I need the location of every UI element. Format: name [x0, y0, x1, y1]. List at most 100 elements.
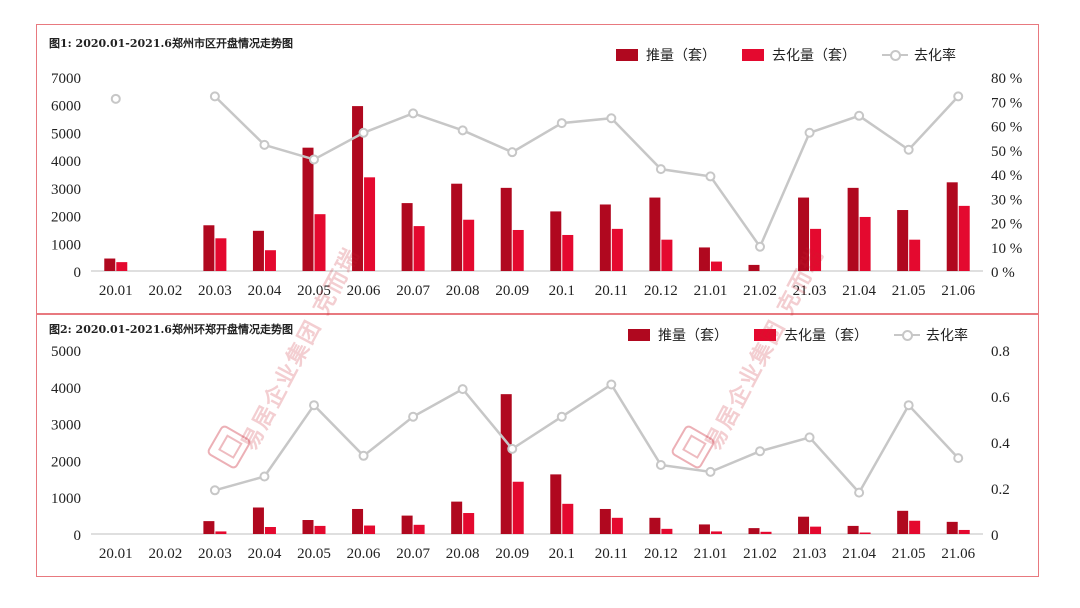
bar-supply — [946, 182, 958, 271]
x-tick-label: 20.1 — [549, 283, 575, 299]
rate-point — [755, 446, 765, 457]
x-tick-label: 20.09 — [495, 283, 529, 299]
rate-point — [755, 241, 765, 252]
x-tick-label: 20.11 — [595, 283, 628, 299]
bar-supply — [748, 528, 760, 534]
y-left-tick-label: 2000 — [51, 210, 81, 226]
x-tick-label: 21.06 — [941, 546, 975, 562]
bar-supply — [698, 247, 710, 271]
rate-point — [655, 460, 666, 470]
x-tick-label: 21.04 — [842, 283, 876, 299]
legend-label-rate: 去化率 — [914, 48, 956, 64]
bar-sold — [314, 214, 326, 271]
y-right-tick-label: 50 % — [991, 144, 1022, 160]
bar-sold — [215, 238, 227, 271]
rate-point — [507, 147, 518, 158]
x-tick-label: 21.03 — [793, 283, 827, 299]
bar-sold — [562, 503, 574, 534]
legend-label-rate: 去化率 — [926, 328, 968, 344]
x-tick-label: 20.01 — [99, 283, 133, 299]
rate-line — [214, 95, 960, 250]
bar-sold — [710, 531, 722, 534]
legend-swatch-rate — [894, 329, 920, 341]
bar-supply — [401, 515, 413, 534]
bar-sold — [710, 261, 722, 271]
chart-title-2: 图2: 2020.01-2021.6郑州环郑开盘情况走势图 — [49, 323, 293, 336]
bar-sold — [958, 205, 970, 271]
y-left-tick-label: 2000 — [51, 454, 81, 470]
y-left-tick-label: 4000 — [51, 381, 81, 397]
bar-supply — [500, 394, 512, 534]
rate-point — [358, 127, 369, 138]
x-tick-label: 20.1 — [549, 546, 575, 562]
bar-sold — [958, 529, 970, 534]
y-left-tick-label: 7000 — [51, 71, 81, 87]
legend-swatch-supply — [616, 49, 638, 61]
bar-sold — [859, 532, 871, 534]
x-tick-label: 21.04 — [842, 546, 876, 562]
legend-label-sold: 去化量（套） — [772, 48, 856, 64]
bar-sold — [909, 520, 921, 534]
x-tick-label: 21.05 — [892, 283, 926, 299]
y-right-tick-label: 0 % — [991, 265, 1015, 281]
rate-point — [804, 432, 815, 443]
bar-supply — [203, 521, 215, 534]
x-tick-label: 20.12 — [644, 546, 678, 562]
x-tick-label: 20.03 — [198, 283, 232, 299]
y-right-tick-label: 40 % — [991, 168, 1022, 184]
bar-supply — [599, 204, 611, 271]
rate-point — [457, 125, 468, 136]
x-tick-label: 21.01 — [694, 546, 728, 562]
rate-point — [606, 113, 617, 124]
legend-swatch-rate — [882, 49, 908, 61]
bar-supply — [698, 524, 710, 534]
bar-supply — [352, 508, 364, 534]
rate-point — [655, 164, 666, 175]
legend-1: 推量（套） 去化量（套） 去化率 — [616, 45, 956, 65]
rate-point — [903, 400, 914, 411]
rate-point — [953, 453, 964, 464]
rate-point — [854, 487, 865, 498]
rate-point — [606, 379, 617, 390]
rate-point — [953, 91, 964, 102]
rate-point — [804, 127, 815, 138]
x-tick-label: 20.12 — [644, 283, 678, 299]
legend-label-supply: 推量（套） — [658, 328, 728, 344]
y-right-tick-label: 0 — [991, 528, 999, 544]
bar-supply — [451, 183, 463, 271]
x-tick-label: 20.07 — [396, 283, 430, 299]
x-tick-label: 20.02 — [148, 546, 182, 562]
y-left-tick-label: 1000 — [51, 491, 81, 507]
chart-2-svg: 0 1000 2000 3000 4000 5000 0 0.2 0.4 0.6 0.8 20.01 2… — [51, 344, 1010, 562]
rate-point — [209, 91, 220, 102]
bar-sold — [810, 228, 822, 271]
bar-supply — [897, 510, 909, 534]
x-tick-label: 21.06 — [941, 283, 975, 299]
x-tick-label: 20.03 — [198, 546, 232, 562]
bar-sold — [512, 481, 524, 534]
y-right-tick-label: 70 % — [991, 95, 1022, 111]
bar-sold — [413, 524, 425, 534]
y-left-tick-label: 5000 — [51, 344, 81, 360]
y-right-tick-label: 60 % — [991, 120, 1022, 136]
x-tick-label: 20.11 — [595, 546, 628, 562]
x-tick-label: 20.04 — [248, 283, 282, 299]
bar-sold — [611, 228, 623, 271]
bar-sold — [264, 527, 276, 534]
bar-supply — [748, 264, 760, 271]
rate-point — [556, 118, 567, 129]
bar-sold — [512, 229, 524, 271]
bar-supply — [897, 210, 909, 271]
bar-sold — [760, 531, 772, 534]
x-tick-label: 20.05 — [297, 546, 331, 562]
bar-supply — [203, 225, 215, 271]
x-tick-label: 20.05 — [297, 283, 331, 299]
x-tick-label: 20.01 — [99, 546, 133, 562]
bar-supply — [252, 230, 264, 271]
x-tick-label: 21.01 — [694, 283, 728, 299]
y-right-tick-label: 20 % — [991, 217, 1022, 233]
rate-point — [507, 443, 518, 454]
legend-label-sold: 去化量（套） — [784, 328, 868, 344]
bar-sold — [364, 177, 376, 271]
bar-sold — [264, 250, 276, 271]
